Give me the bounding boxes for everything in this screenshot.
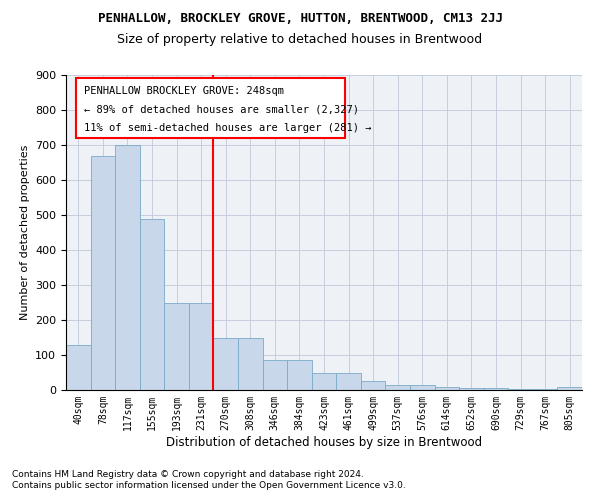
- Text: Contains HM Land Registry data © Crown copyright and database right 2024.: Contains HM Land Registry data © Crown c…: [12, 470, 364, 479]
- Bar: [287, 360, 312, 390]
- Bar: [263, 360, 287, 390]
- Bar: [66, 344, 91, 390]
- Bar: [164, 302, 189, 390]
- Text: PENHALLOW, BROCKLEY GROVE, HUTTON, BRENTWOOD, CM13 2JJ: PENHALLOW, BROCKLEY GROVE, HUTTON, BRENT…: [97, 12, 503, 26]
- Bar: [361, 381, 385, 390]
- Bar: [115, 145, 140, 390]
- Bar: [238, 338, 263, 390]
- Text: ← 89% of detached houses are smaller (2,327): ← 89% of detached houses are smaller (2,…: [84, 104, 359, 115]
- Text: Size of property relative to detached houses in Brentwood: Size of property relative to detached ho…: [118, 32, 482, 46]
- Bar: [189, 302, 214, 390]
- Bar: [410, 385, 434, 390]
- Y-axis label: Number of detached properties: Number of detached properties: [20, 145, 29, 320]
- FancyBboxPatch shape: [76, 78, 344, 138]
- Bar: [140, 218, 164, 390]
- Bar: [459, 388, 484, 390]
- Bar: [557, 387, 582, 390]
- Bar: [336, 372, 361, 390]
- Text: Contains public sector information licensed under the Open Government Licence v3: Contains public sector information licen…: [12, 481, 406, 490]
- Bar: [214, 338, 238, 390]
- X-axis label: Distribution of detached houses by size in Brentwood: Distribution of detached houses by size …: [166, 436, 482, 448]
- Bar: [312, 372, 336, 390]
- Bar: [484, 388, 508, 390]
- Text: PENHALLOW BROCKLEY GROVE: 248sqm: PENHALLOW BROCKLEY GROVE: 248sqm: [84, 86, 284, 96]
- Bar: [385, 385, 410, 390]
- Bar: [91, 156, 115, 390]
- Text: 11% of semi-detached houses are larger (281) →: 11% of semi-detached houses are larger (…: [84, 123, 371, 133]
- Bar: [434, 386, 459, 390]
